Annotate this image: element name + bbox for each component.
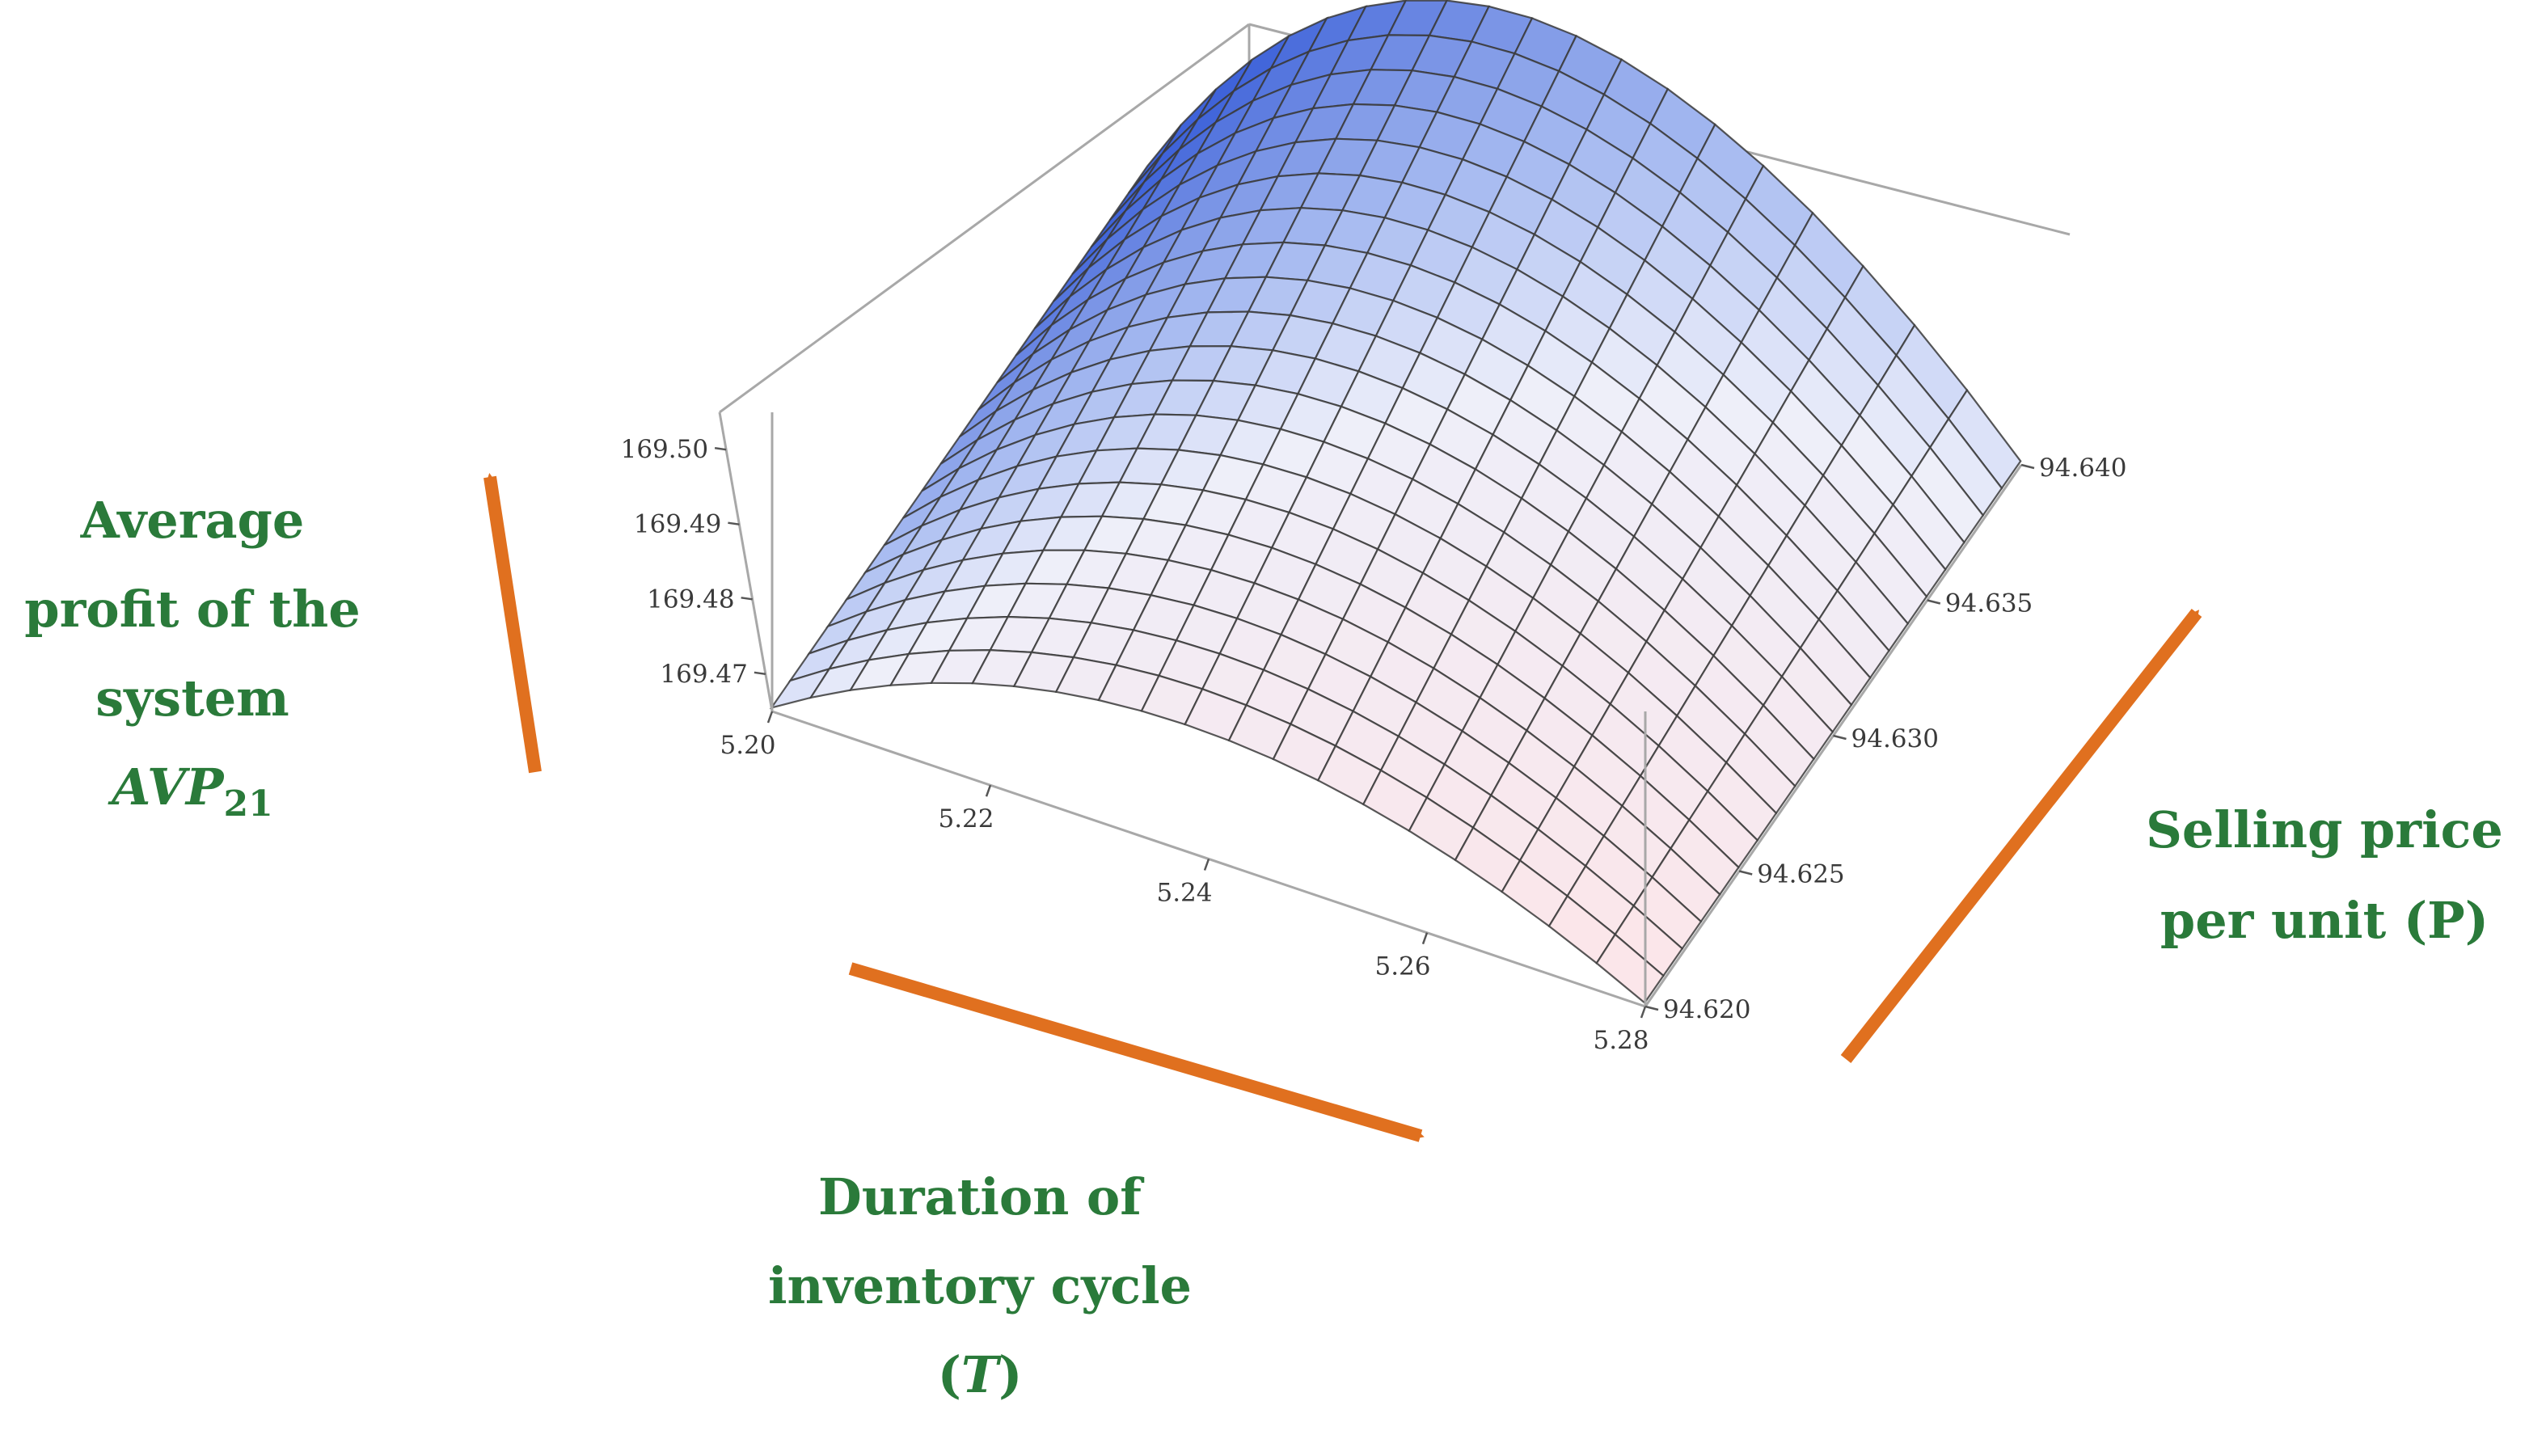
t-tick-mark — [1640, 1006, 1647, 1019]
p-tick-mark — [1738, 870, 1753, 876]
avp-tick-mark — [728, 521, 740, 525]
avp-label-line-2: profit of the — [24, 580, 360, 639]
avp-tick-label: 169.50 — [621, 435, 708, 464]
t-tick-label: 5.22 — [938, 804, 994, 834]
avp-tick-mark — [714, 446, 727, 451]
p-tick-label: 94.620 — [1663, 995, 1750, 1024]
t-tick-label: 5.26 — [1374, 952, 1430, 981]
t-tick-mark — [985, 784, 992, 797]
p-tick-label: 94.630 — [1851, 724, 1939, 753]
t-label-symbol: (T) — [938, 1345, 1023, 1404]
p-tick-label: 94.625 — [1757, 860, 1844, 889]
avp-axis-ticks: 169.47 169.48 169.49 169.50 — [621, 435, 766, 689]
avp-tick-label: 169.48 — [647, 585, 734, 614]
p-tick-mark — [1927, 599, 1941, 605]
avp-label-symbol: AVP21 — [108, 758, 273, 825]
avp-tick-label: 169.47 — [660, 660, 747, 689]
t-tick-mark — [766, 711, 774, 724]
avp-tick-mark — [741, 597, 753, 601]
p-tick-label: 94.635 — [1945, 589, 2033, 618]
p-tick-label: 94.640 — [2039, 454, 2126, 483]
t-tick-label: 5.24 — [1156, 879, 1212, 908]
avp-label-line-3: system — [95, 669, 289, 728]
p-axis-label: Selling price per unit (P) — [2146, 800, 2503, 950]
t-tick-label: 5.20 — [720, 731, 775, 760]
z-axis-arrow — [483, 473, 542, 774]
p-tick-mark — [1833, 734, 1847, 741]
t-tick-mark — [1203, 859, 1210, 871]
p-axis-ticks: 94.620 94.625 94.630 94.635 94.640 — [1644, 454, 2126, 1024]
p-label-line-2: per unit (P) — [2160, 891, 2489, 950]
t-label-line-1: Duration of — [818, 1167, 1144, 1226]
t-axis-ticks: 5.20 5.22 5.24 5.26 5.28 — [720, 711, 1649, 1055]
p-axis-arrow — [1840, 609, 2202, 1063]
avp-axis-label: Average profit of the system AVP21 — [24, 491, 360, 825]
surface-patch — [1595, 933, 1665, 1005]
avp-tick-label: 169.49 — [634, 510, 721, 539]
surface — [769, 0, 2022, 1005]
avp-label-line-1: Average — [80, 491, 305, 550]
t-label-line-2: inventory cycle — [768, 1256, 1192, 1315]
t-axis-arrow — [848, 962, 1425, 1142]
p-label-line-1: Selling price — [2146, 800, 2503, 859]
t-tick-label: 5.28 — [1593, 1026, 1649, 1055]
t-axis-label: Duration of inventory cycle (T) — [768, 1167, 1192, 1404]
p-tick-mark — [1644, 1005, 1659, 1011]
avp-tick-mark — [754, 671, 766, 676]
t-tick-mark — [1421, 932, 1429, 945]
p-tick-mark — [2020, 463, 2035, 470]
